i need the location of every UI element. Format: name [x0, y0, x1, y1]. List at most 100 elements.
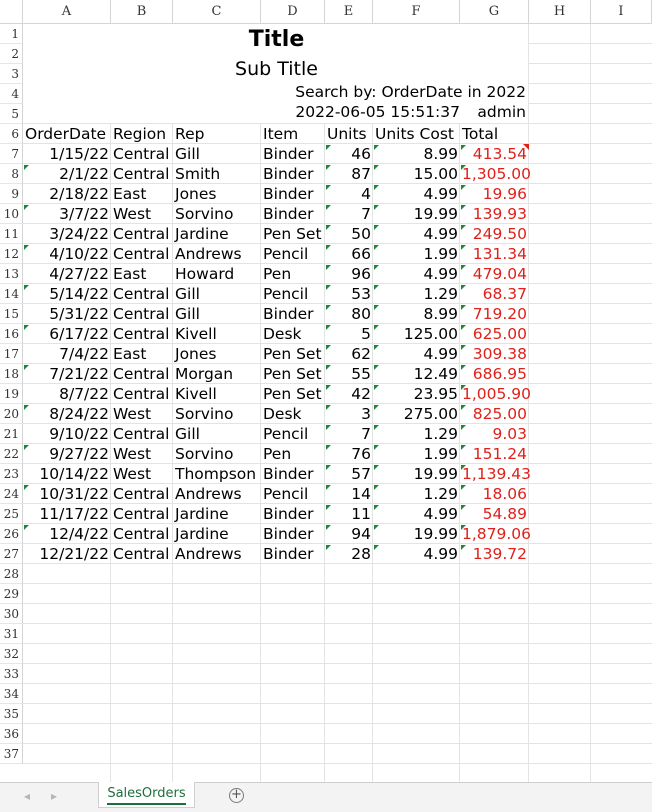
cell-units[interactable]: 50 [351, 225, 371, 243]
cell-region[interactable]: Central [113, 145, 170, 163]
cell-rep[interactable]: Jardine [175, 505, 229, 523]
cell-units[interactable]: 62 [351, 345, 371, 363]
cell-rep[interactable]: Thompson [175, 465, 257, 483]
cell-region[interactable]: Central [113, 305, 170, 323]
row-header[interactable]: 31 [0, 624, 23, 644]
header-region[interactable]: Region [113, 125, 167, 143]
cell-rep[interactable]: Gill [175, 305, 200, 323]
row-header[interactable]: 12 [0, 244, 23, 264]
row-header[interactable]: 16 [0, 324, 23, 344]
cell-orderdate[interactable]: 4/27/22 [49, 265, 109, 283]
cell-units[interactable]: 4 [361, 185, 371, 203]
cell-item[interactable]: Binder [263, 185, 314, 203]
report-user[interactable]: admin [477, 103, 526, 121]
cell-rep[interactable]: Andrews [175, 545, 242, 563]
cell-units-cost[interactable]: 19.99 [413, 205, 458, 223]
cell-item[interactable]: Binder [263, 145, 314, 163]
cell-rep[interactable]: Andrews [175, 485, 242, 503]
cell-rep[interactable]: Morgan [175, 365, 234, 383]
row-header[interactable]: 14 [0, 284, 23, 304]
row-header[interactable]: 17 [0, 344, 23, 364]
cell-units-cost[interactable]: 8.99 [423, 305, 458, 323]
cell-units-cost[interactable]: 4.99 [423, 265, 458, 283]
header-orderdate[interactable]: OrderDate [25, 125, 107, 143]
cell-units-cost[interactable]: 4.99 [423, 185, 458, 203]
cell-units-cost[interactable]: 8.99 [423, 145, 458, 163]
cell-units-cost[interactable]: 1.99 [423, 445, 458, 463]
cell-units[interactable]: 80 [351, 305, 371, 323]
row-header[interactable]: 10 [0, 204, 23, 224]
header-units[interactable]: Units [327, 125, 367, 143]
scroll-left-icon[interactable]: ◂ [24, 789, 31, 803]
cell-total[interactable]: 18.06 [482, 485, 527, 503]
cell-item[interactable]: Pen Set [263, 225, 322, 243]
search-criteria[interactable]: Search by: OrderDate in 2022 [295, 83, 526, 101]
header-total[interactable]: Total [462, 125, 499, 143]
cell-orderdate[interactable]: 10/31/22 [39, 485, 109, 503]
cell-rep[interactable]: Smith [175, 165, 221, 183]
cell-item[interactable]: Binder [263, 205, 314, 223]
cell-region[interactable]: West [113, 405, 152, 423]
cell-orderdate[interactable]: 6/17/22 [49, 325, 109, 343]
scroll-right-icon[interactable]: ▸ [51, 789, 58, 803]
cell-orderdate[interactable]: 2/1/22 [59, 165, 109, 183]
cell-rep[interactable]: Sorvino [175, 405, 234, 423]
header-item[interactable]: Item [263, 125, 299, 143]
cell-rep[interactable]: Kivell [175, 325, 217, 343]
row-header[interactable]: 18 [0, 364, 23, 384]
cell-units-cost[interactable]: 1.29 [423, 485, 458, 503]
cell-item[interactable]: Pencil [263, 485, 309, 503]
cell-item[interactable]: Pencil [263, 245, 309, 263]
cell-region[interactable]: Central [113, 485, 170, 503]
cell-orderdate[interactable]: 7/21/22 [49, 365, 109, 383]
column-header[interactable]: G [460, 0, 529, 24]
cell-units-cost[interactable]: 4.99 [423, 505, 458, 523]
cell-orderdate[interactable]: 4/10/22 [49, 245, 109, 263]
row-header[interactable]: 7 [0, 144, 23, 164]
row-header[interactable]: 29 [0, 584, 23, 604]
cell-region[interactable]: East [113, 345, 147, 363]
report-timestamp[interactable]: 2022-06-05 15:51:37 [295, 103, 460, 121]
cell-total[interactable]: 1,305.00 [462, 165, 532, 183]
cell-item[interactable]: Pen Set [263, 345, 322, 363]
cell-region[interactable]: Central [113, 525, 170, 543]
select-all-corner[interactable] [0, 0, 23, 24]
cell-units-cost[interactable]: 1.29 [423, 425, 458, 443]
cell-total[interactable]: 413.54 [472, 145, 527, 163]
row-header[interactable]: 20 [0, 404, 23, 424]
cell-orderdate[interactable]: 3/24/22 [49, 225, 109, 243]
cell-orderdate[interactable]: 3/7/22 [59, 205, 109, 223]
cell-units-cost[interactable]: 19.99 [413, 525, 458, 543]
cell-units[interactable]: 96 [351, 265, 371, 283]
cell-item[interactable]: Binder [263, 305, 314, 323]
cell-units[interactable]: 14 [351, 485, 371, 503]
cell-orderdate[interactable]: 7/4/22 [59, 345, 109, 363]
cell-units[interactable]: 3 [361, 405, 371, 423]
row-header[interactable]: 36 [0, 724, 23, 744]
cell-total[interactable]: 249.50 [472, 225, 527, 243]
cell-units[interactable]: 53 [351, 285, 371, 303]
cell-rep[interactable]: Kivell [175, 385, 217, 403]
cell-item[interactable]: Pen Set [263, 365, 322, 383]
row-header[interactable]: 11 [0, 224, 23, 244]
cell-units[interactable]: 94 [351, 525, 371, 543]
cell-orderdate[interactable]: 8/7/22 [59, 385, 109, 403]
cell-rep[interactable]: Gill [175, 425, 200, 443]
cell-orderdate[interactable]: 8/24/22 [49, 405, 109, 423]
cell-units-cost[interactable]: 125.00 [403, 325, 458, 343]
row-header[interactable]: 22 [0, 444, 23, 464]
row-header[interactable]: 33 [0, 664, 23, 684]
cell-total[interactable]: 309.38 [472, 345, 527, 363]
cell-orderdate[interactable]: 10/14/22 [39, 465, 109, 483]
cell-orderdate[interactable]: 9/10/22 [49, 425, 109, 443]
cell-total[interactable]: 1,879.06 [462, 525, 532, 543]
cell-item[interactable]: Pencil [263, 285, 309, 303]
cell-orderdate[interactable]: 9/27/22 [49, 445, 109, 463]
row-header[interactable]: 30 [0, 604, 23, 624]
column-header[interactable]: B [111, 0, 173, 24]
row-header[interactable]: 2 [0, 44, 23, 64]
cell-orderdate[interactable]: 12/21/22 [39, 545, 109, 563]
cell-item[interactable]: Pen Set [263, 385, 322, 403]
cell-region[interactable]: West [113, 205, 152, 223]
cell-units-cost[interactable]: 12.49 [413, 365, 458, 383]
